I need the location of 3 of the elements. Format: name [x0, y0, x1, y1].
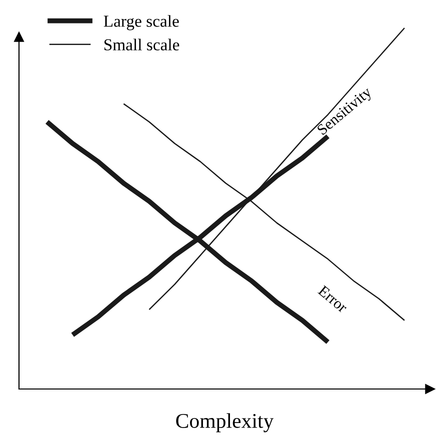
legend-label: Small scale [104, 38, 180, 50]
x-axis-title: Complexity [176, 413, 274, 432]
legend-label: Large scale [104, 15, 179, 30]
